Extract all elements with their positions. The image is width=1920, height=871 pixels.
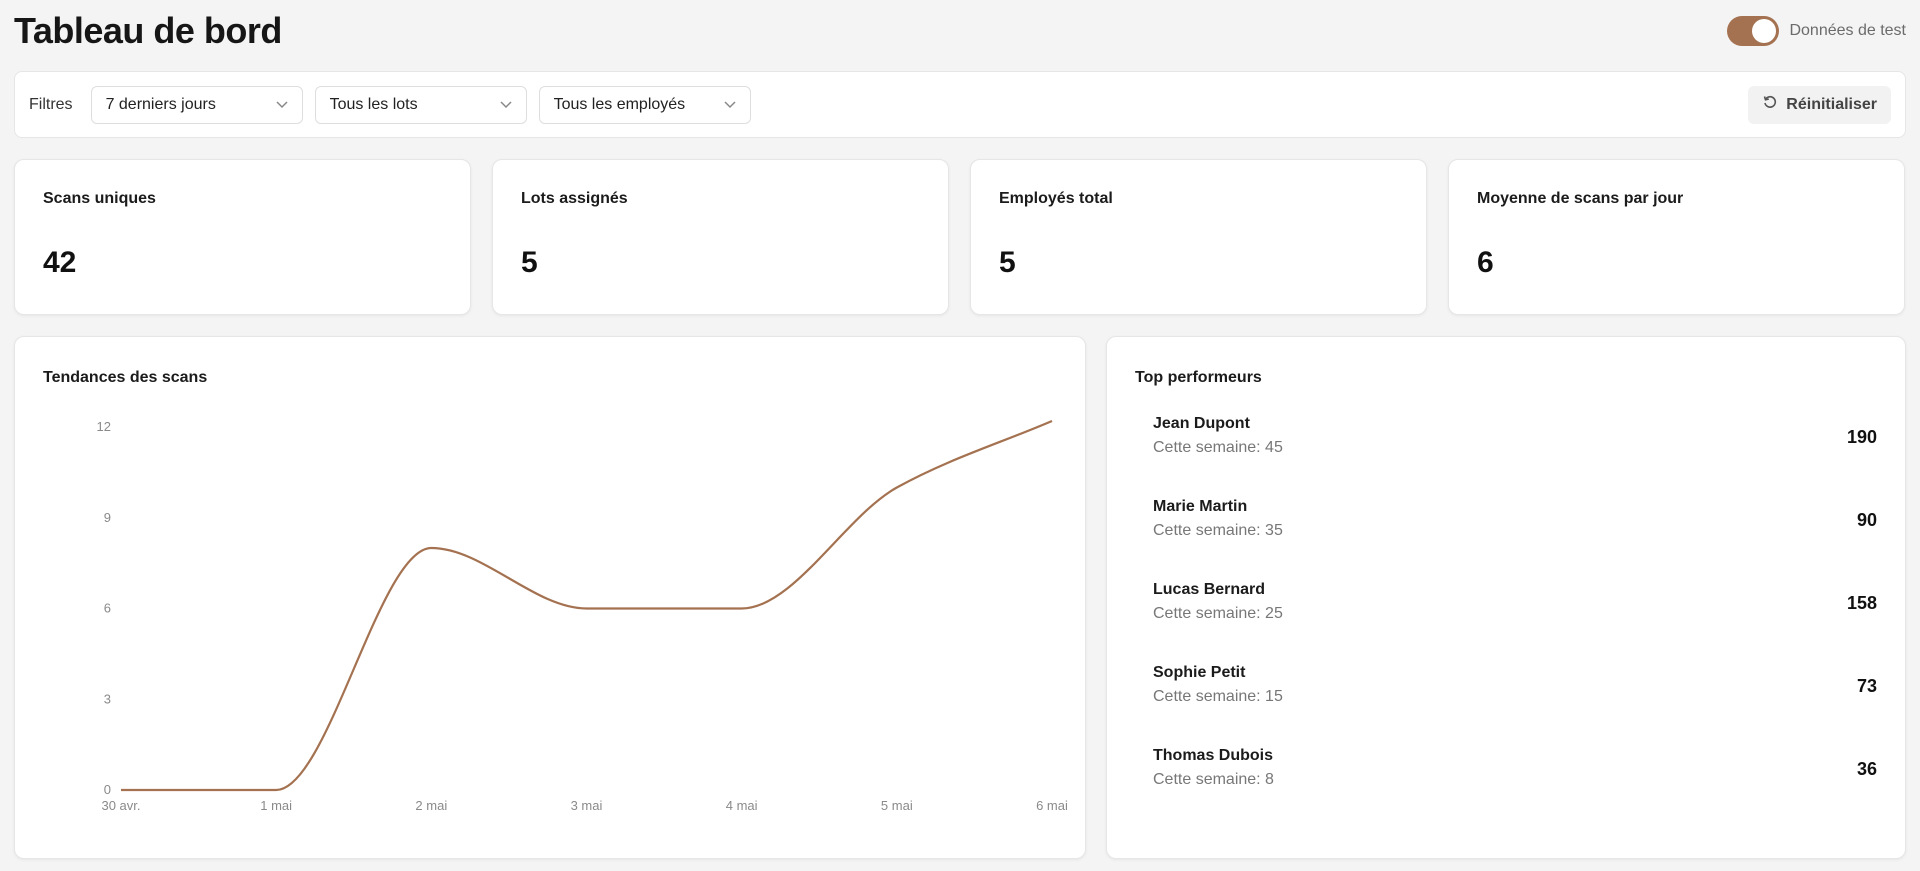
page-title: Tableau de bord [14, 10, 282, 51]
filter-bar: Filtres 7 derniers jours Tous les lots T… [14, 71, 1906, 138]
stat-value: 5 [999, 246, 1016, 279]
performer-name: Sophie Petit [1153, 664, 1246, 681]
employees-select[interactable]: Tous les employés [538, 85, 751, 124]
scan-trends-panel: 0 3 6 9 12 30 avr. 1 mai 2 mai 3 mai 4 mai 5 mai 6 … [14, 336, 1086, 859]
x-tick-label: 4 mai [726, 798, 758, 813]
performer-week: Cette semaine: 35 [1153, 522, 1283, 539]
stat-card-assigned-lots: Lots assignés 5 [492, 159, 949, 315]
performer-item: Sophie Petit Cette semaine: 15 73 [1153, 664, 1877, 724]
y-tick-label: 6 [104, 601, 111, 616]
y-tick-label: 12 [97, 419, 111, 434]
stat-label: Lots assignés [521, 190, 628, 207]
y-tick-label: 9 [104, 510, 111, 525]
x-tick-label: 1 mai [260, 798, 292, 813]
x-tick-label: 2 mai [415, 798, 447, 813]
scan-trends-chart: 0 3 6 9 12 30 avr. 1 mai 2 mai 3 mai 4 mai 5 mai 6 … [97, 419, 1068, 813]
employees-select-value: Tous les employés [553, 95, 686, 113]
performer-week: Cette semaine: 25 [1153, 605, 1283, 622]
performer-week: Cette semaine: 15 [1153, 688, 1283, 705]
lots-select-value: Tous les lots [329, 95, 418, 113]
stat-label: Scans uniques [43, 190, 156, 207]
x-tick-label: 30 avr. [101, 798, 140, 813]
performer-total: 190 [1846, 427, 1877, 447]
y-tick-label: 0 [104, 782, 111, 797]
performer-total: 158 [1846, 593, 1877, 613]
performer-item: Marie Martin Cette semaine: 35 90 [1153, 498, 1877, 558]
test-data-toggle[interactable] [1727, 16, 1780, 46]
performer-item: Lucas Bernard Cette semaine: 25 158 [1153, 581, 1877, 641]
performer-week: Cette semaine: 45 [1153, 439, 1283, 456]
x-tick-label: 5 mai [881, 798, 913, 813]
performer-item: Jean Dupont Cette semaine: 45 190 [1153, 415, 1877, 475]
performer-week: Cette semaine: 8 [1153, 771, 1274, 788]
period-select[interactable]: 7 derniers jours [90, 85, 303, 124]
stat-card-unique-scans: Scans uniques 42 [14, 159, 471, 315]
stat-label: Employés total [999, 190, 1113, 207]
performer-total: 36 [1856, 759, 1877, 779]
chevron-down-icon [724, 98, 736, 112]
period-select-value: 7 derniers jours [105, 95, 216, 113]
performer-name: Marie Martin [1153, 498, 1248, 515]
y-tick-label: 3 [104, 691, 111, 706]
top-performers-panel: Top performeurs Jean Dupont Cette semain… [1106, 336, 1906, 859]
reset-button-label: Réinitialiser [1786, 95, 1877, 113]
stat-card-average-scans: Moyenne de scans par jour 6 [1448, 159, 1905, 315]
reset-icon [1762, 94, 1778, 115]
test-data-toggle-group: Données de test [1727, 16, 1906, 46]
x-tick-label: 3 mai [571, 798, 603, 813]
chevron-down-icon [500, 98, 512, 112]
toggle-knob [1752, 19, 1777, 43]
stat-card-total-employees: Employés total 5 [970, 159, 1427, 315]
filters-label: Filtres [29, 95, 73, 113]
chevron-down-icon [276, 98, 288, 112]
stat-label: Moyenne de scans par jour [1477, 190, 1684, 207]
scan-trends-title: Tendances des scans [43, 369, 208, 386]
x-tick-label: 6 mai [1036, 798, 1068, 813]
stat-value: 6 [1477, 246, 1494, 279]
top-performers-title: Top performeurs [1135, 369, 1262, 386]
performer-name: Thomas Dubois [1153, 747, 1274, 764]
performer-name: Jean Dupont [1153, 415, 1250, 432]
stat-value: 5 [521, 246, 538, 279]
lots-select[interactable]: Tous les lots [314, 85, 527, 124]
test-data-toggle-label: Données de test [1789, 22, 1906, 39]
reset-button[interactable]: Réinitialiser [1748, 85, 1891, 124]
performer-item: Thomas Dubois Cette semaine: 8 36 [1153, 747, 1877, 807]
performer-total: 90 [1856, 510, 1877, 530]
performer-total: 73 [1856, 676, 1877, 696]
series-line [121, 419, 1053, 792]
stat-value: 42 [43, 246, 77, 279]
performer-name: Lucas Bernard [1153, 581, 1266, 598]
